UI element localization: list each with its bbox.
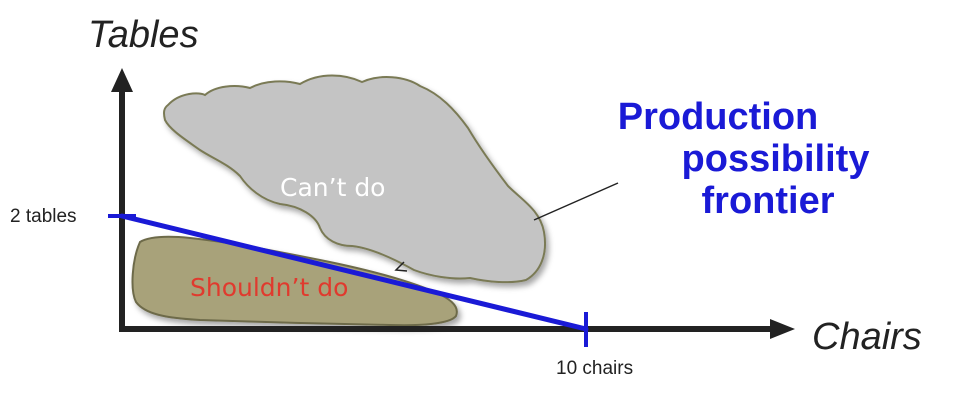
frontier-label-line-3: frontier [701, 180, 835, 222]
frontier-label-line-1: Production [617, 96, 819, 138]
cant-do-region [163, 74, 546, 284]
frontier-label-line-2: possibility [681, 138, 870, 180]
x-tick-label: 10 chairs [556, 358, 634, 379]
y-axis-title: Tables [88, 14, 199, 56]
frontier-line [119, 213, 589, 332]
x-axis-title: Chairs [812, 316, 922, 358]
frontier-pointer-line [533, 182, 619, 221]
y-tick-label: 2 tables [10, 206, 77, 227]
shouldnt-do-label: Shouldn’t do [190, 273, 349, 302]
x-axis-arrow-icon [770, 319, 795, 339]
y-axis-arrow-icon [111, 68, 133, 92]
pointer-arrow-icon [394, 261, 408, 272]
cant-do-label: Can’t do [280, 173, 386, 202]
frontier-label: Production possibility frontier [548, 96, 908, 222]
